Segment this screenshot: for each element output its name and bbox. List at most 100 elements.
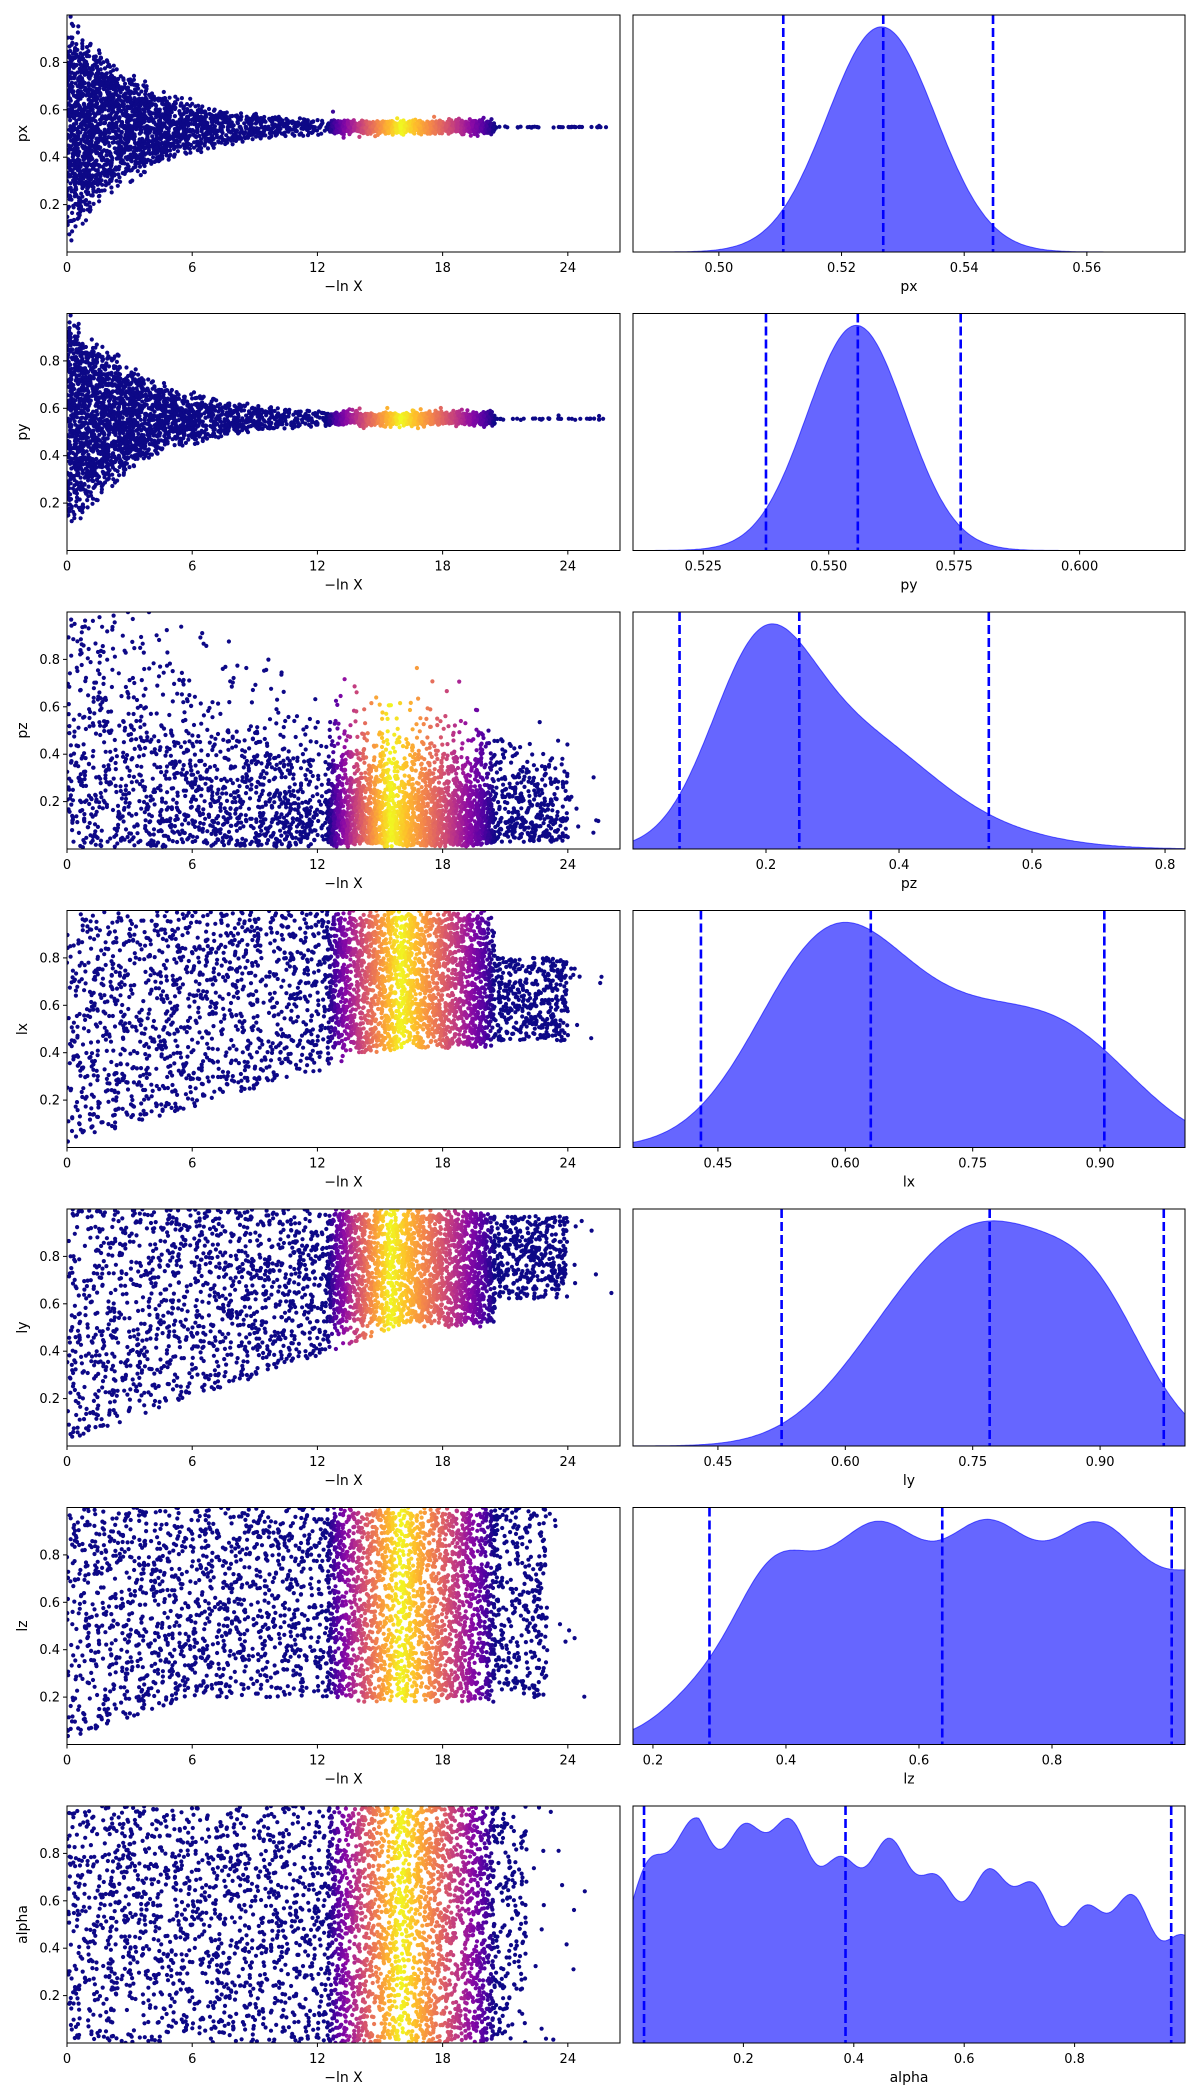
trace-point: [444, 124, 449, 130]
trace-point: [141, 83, 146, 88]
trace-point: [138, 173, 143, 178]
trace-point: [107, 143, 112, 148]
trace-point: [118, 85, 123, 90]
trace-point: [235, 120, 240, 125]
trace-point: [384, 125, 389, 130]
trace-point: [497, 124, 502, 129]
trace-point: [107, 93, 112, 98]
trace-point: [167, 115, 172, 120]
trace-point: [68, 98, 73, 103]
trace-point: [155, 156, 160, 161]
posterior-density-area: [633, 26, 1185, 253]
x-tick-label: 0: [63, 261, 71, 276]
trace-point: [89, 337, 94, 342]
trace-point: [401, 118, 406, 123]
trace-point: [110, 140, 115, 145]
trace-point: [81, 135, 86, 140]
trace-point: [93, 54, 98, 59]
trace-point: [256, 126, 261, 131]
trace-point: [97, 199, 102, 204]
trace-point: [126, 77, 131, 82]
trace-point: [98, 92, 103, 97]
trace-point: [283, 133, 288, 139]
trace-point: [118, 160, 123, 165]
trace-point: [99, 178, 104, 183]
trace-point: [191, 132, 196, 137]
trace-point: [414, 121, 419, 126]
trace-point: [71, 23, 76, 28]
trace-point: [68, 103, 73, 108]
trace-point: [80, 44, 85, 49]
trace-point: [134, 99, 139, 104]
trace-point: [211, 129, 216, 134]
trace-point: [68, 118, 73, 123]
trace-point: [285, 118, 290, 123]
trace-point: [85, 202, 90, 207]
trace-point: [86, 89, 91, 94]
trace-point: [159, 145, 164, 150]
trace-point: [551, 125, 556, 130]
trace-point: [76, 24, 81, 29]
trace-point: [137, 107, 142, 112]
trace-point: [83, 85, 88, 90]
trace-point: [211, 136, 216, 141]
trace-point: [87, 153, 92, 158]
trace-point: [79, 181, 84, 186]
trace-point: [144, 142, 149, 147]
trace-point: [338, 119, 343, 124]
trace-point: [98, 118, 103, 123]
trace-point: [105, 81, 110, 86]
x-tick-label: 6: [188, 261, 196, 276]
trace-point: [128, 168, 133, 173]
trace-point: [205, 146, 211, 151]
trace-point: [129, 82, 134, 87]
trace-point: [76, 141, 81, 146]
trace-point: [74, 165, 79, 170]
trace-point: [111, 84, 116, 89]
trace-point: [121, 94, 126, 99]
trace-point: [138, 152, 143, 157]
trace-point: [99, 155, 104, 161]
trace-point: [150, 97, 156, 102]
trace-point: [145, 128, 150, 133]
trace-point: [130, 127, 135, 132]
trace-point: [118, 134, 123, 139]
trace-point: [77, 113, 82, 118]
trace-point: [108, 64, 113, 69]
trace-point: [71, 122, 77, 127]
trace-point: [106, 126, 112, 131]
trace-point: [193, 122, 199, 127]
trace-point: [93, 119, 98, 124]
trace-panel-px: 0 6 12 18 24−ln X0.20.40.60.8px: [15, 14, 621, 295]
trace-point: [109, 185, 114, 190]
trace-point: [139, 89, 144, 94]
trace-point: [101, 139, 106, 144]
trace-point: [297, 132, 302, 137]
trace-point: [385, 119, 390, 124]
trace-point: [103, 168, 108, 173]
trace-point: [194, 112, 200, 117]
trace-point: [84, 68, 89, 73]
trace-point: [226, 122, 231, 127]
trace-point: [375, 119, 380, 124]
trace-point: [455, 125, 460, 130]
y-tick-label: 0.4: [39, 151, 60, 166]
trace-point: [211, 145, 216, 150]
trace-point: [86, 92, 91, 97]
trace-point: [97, 105, 102, 110]
trace-point: [188, 103, 193, 108]
trace-point: [106, 140, 111, 145]
trace-point: [102, 66, 107, 71]
y-tick-label: 0.6: [39, 103, 60, 118]
trace-point: [91, 201, 96, 206]
trace-point: [156, 96, 161, 101]
trace-point: [132, 118, 137, 123]
trace-point: [81, 208, 86, 213]
trace-point: [325, 122, 331, 127]
trace-point: [77, 149, 82, 154]
trace-point: [161, 102, 166, 107]
trace-point: [133, 82, 138, 87]
trace-point: [98, 81, 103, 86]
trace-point: [86, 97, 91, 102]
trace-point: [107, 121, 112, 126]
